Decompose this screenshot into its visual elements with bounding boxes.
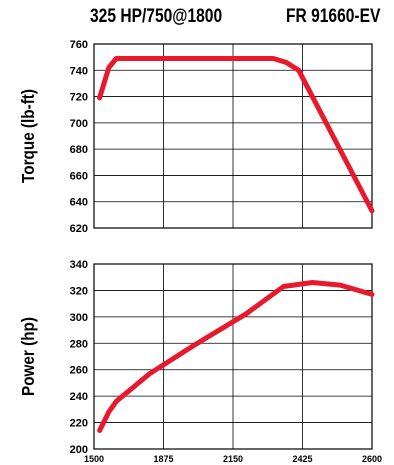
y-tick-label: 340: [70, 259, 88, 271]
x-axis-rpm: 1500 1875 2150 2425 2600: [84, 454, 382, 464]
x-tick-label: 2150: [223, 454, 243, 464]
y-axis-label: Power (hp): [18, 317, 38, 396]
y-tick-label: 260: [70, 365, 88, 377]
torque-curve: [97, 56, 375, 214]
y-tick-label: 660: [70, 170, 88, 182]
y-tick-label: 700: [70, 118, 88, 130]
y-tick-label: 220: [70, 418, 88, 430]
y-tick-label: 640: [70, 197, 88, 209]
y-tick-label: 300: [70, 312, 88, 324]
y-tick-label: 720: [70, 92, 88, 104]
power-curve: [97, 280, 375, 433]
y-tick-label: 680: [70, 144, 88, 156]
x-tick-label: 2600: [362, 454, 382, 464]
power-panel: 200 220 240 260 280 300 320 340 Power (hp): [18, 259, 375, 456]
x-tick-label: 2425: [292, 454, 312, 464]
x-tick-label: 1500: [84, 454, 104, 464]
x-tick-label: 1875: [153, 454, 173, 464]
y-tick-label: 280: [70, 338, 88, 350]
y-tick-label: 200: [70, 444, 88, 456]
y-axis-label: Torque (lb-ft): [18, 89, 38, 183]
y-tick-label: 320: [70, 285, 88, 297]
y-tick-label: 760: [70, 39, 88, 51]
y-tick-label: 740: [70, 65, 88, 77]
header-rating: 325 HP/750@1800: [90, 6, 223, 27]
torque-panel: 620 640 660 680 700 720 740 760 Torque (lb-ft): [18, 39, 375, 235]
y-tick-label: 240: [70, 391, 88, 403]
y-tick-label: 620: [70, 223, 88, 235]
header-model: FR 91660-EV: [286, 6, 381, 27]
